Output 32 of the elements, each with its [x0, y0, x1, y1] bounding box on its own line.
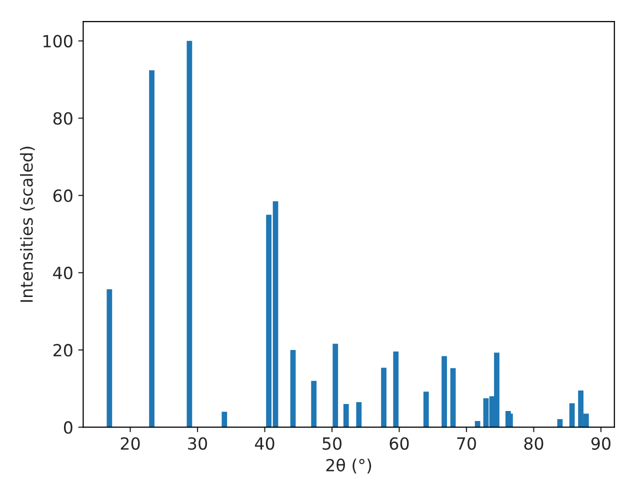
x-tick-label: 70 — [457, 437, 476, 450]
bar — [393, 351, 399, 428]
x-tick-label: 80 — [524, 437, 544, 450]
y-tick-label: 0 — [64, 421, 72, 434]
y-tick-label: 100 — [43, 34, 72, 48]
y-axis-title: Intensities (scaled) — [20, 146, 35, 302]
bar — [186, 40, 192, 428]
bar — [149, 70, 154, 428]
x-tick-label: 90 — [591, 437, 610, 450]
bar — [290, 350, 296, 428]
x-tick-label: 40 — [254, 437, 274, 450]
bar — [450, 368, 456, 428]
bar — [356, 402, 362, 428]
bar — [343, 404, 349, 428]
x-tick-label: 50 — [322, 437, 342, 450]
bar — [222, 412, 228, 428]
bar — [423, 392, 429, 428]
bar — [106, 289, 112, 428]
bar — [381, 368, 386, 428]
x-axis-title: 2θ (°) — [326, 458, 372, 474]
x-tick-label: 60 — [390, 437, 409, 450]
y-tick-label: 60 — [53, 189, 72, 202]
y-tick-label: 80 — [53, 112, 72, 125]
x-tick-label: 20 — [120, 437, 140, 450]
bar — [557, 419, 563, 428]
y-tick-label: 40 — [53, 266, 72, 280]
bar — [311, 380, 317, 428]
bar — [332, 344, 338, 428]
bar — [442, 356, 447, 428]
x-tick-label: 30 — [188, 437, 208, 450]
y-tick-label: 20 — [53, 344, 72, 357]
bar — [474, 421, 480, 428]
